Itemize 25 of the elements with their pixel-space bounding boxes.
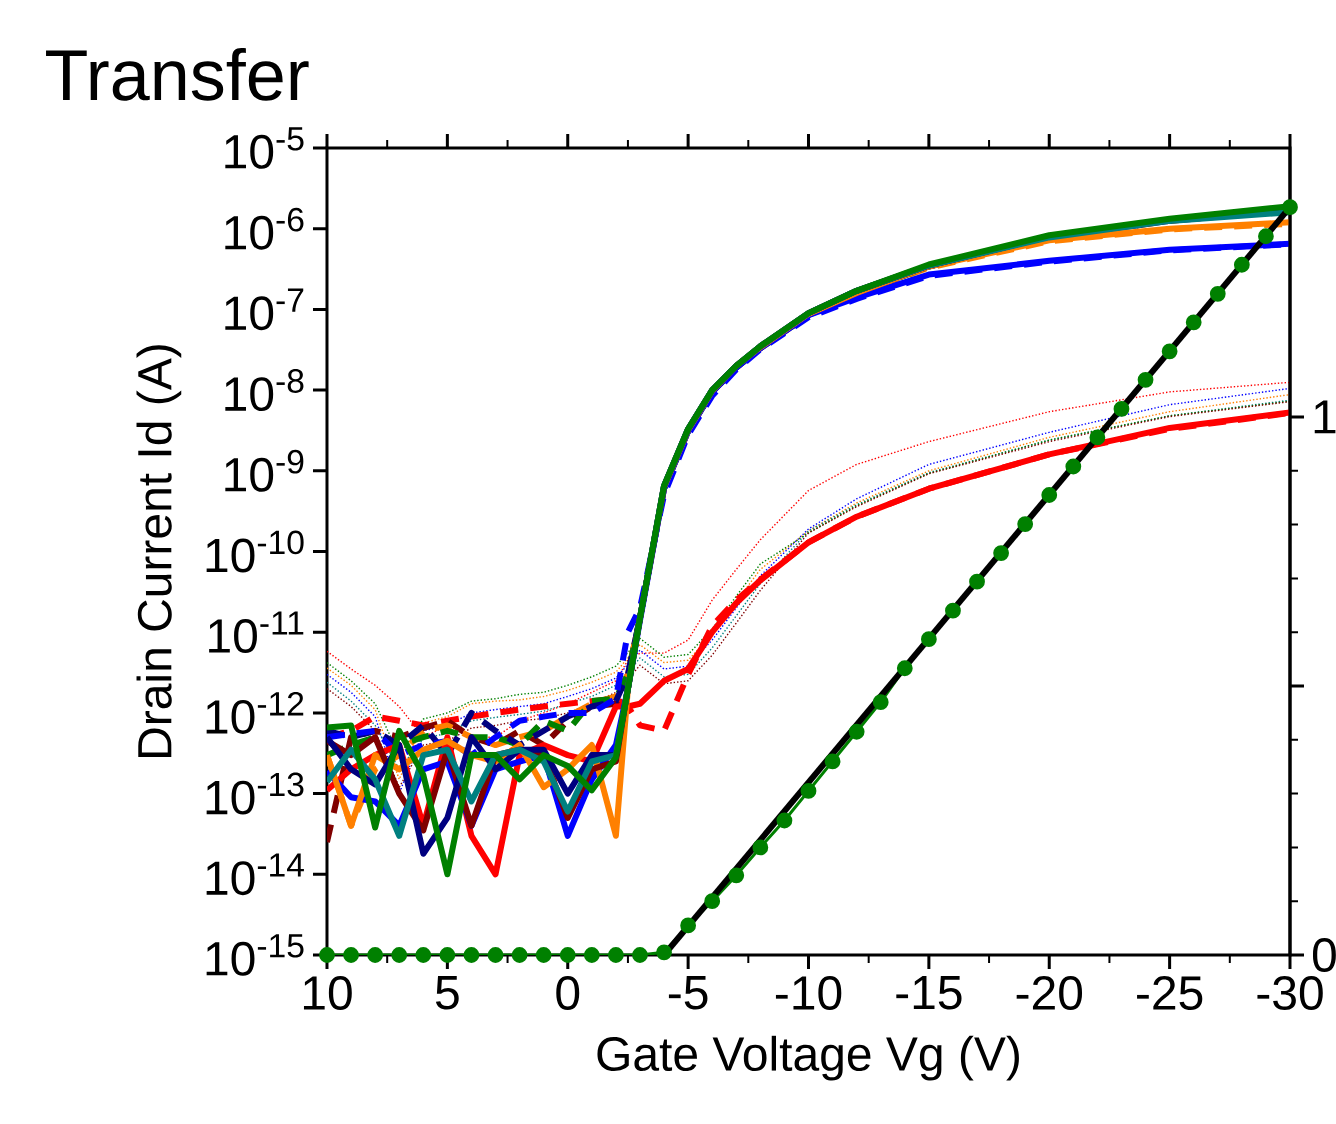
- y-tick-label: 10$^{-5}$: [225, 127, 304, 169]
- chart-title: Transfer: [46, 47, 309, 101]
- x-tick-label: 10: [303, 976, 352, 1011]
- x-tick-label: -20: [1016, 976, 1083, 1011]
- y-tick-label: 10$^{-13}$: [206, 772, 304, 815]
- x-tick-label: -30: [1257, 976, 1323, 1011]
- y-tick-label: 10$^{-8}$: [225, 369, 304, 412]
- y-tick-label: 10$^{-9}$: [225, 449, 304, 492]
- y2-tick-label: 0: [1312, 938, 1336, 972]
- y2-tick-label: 1: [1314, 400, 1336, 434]
- y-tick-label: 10$^{-14}$: [206, 853, 304, 896]
- x-tick-label: -15: [896, 976, 962, 1010]
- x-tick-label: -10: [775, 976, 842, 1011]
- x-tick-label: -25: [1137, 976, 1203, 1011]
- x-tick-label: -5: [668, 976, 708, 1010]
- y-tick-label: 10$^{-6}$: [225, 207, 304, 250]
- y-tick-label: 10$^{-11}$: [209, 611, 304, 654]
- y-tick-label: 10$^{-15}$: [206, 934, 304, 976]
- y-tick-label: 10$^{-7}$: [225, 288, 304, 331]
- y-axis-title: Drain Current Id (A): [136, 345, 182, 757]
- y-tick-label: 10$^{-10}$: [206, 530, 304, 573]
- x-axis-title: Gate Voltage Vg (V): [597, 1035, 1019, 1081]
- y-tick-label: 10$^{-12}$: [206, 691, 304, 734]
- x-tick-label: 0: [556, 976, 580, 1011]
- x-tick-label: 5: [435, 976, 459, 1010]
